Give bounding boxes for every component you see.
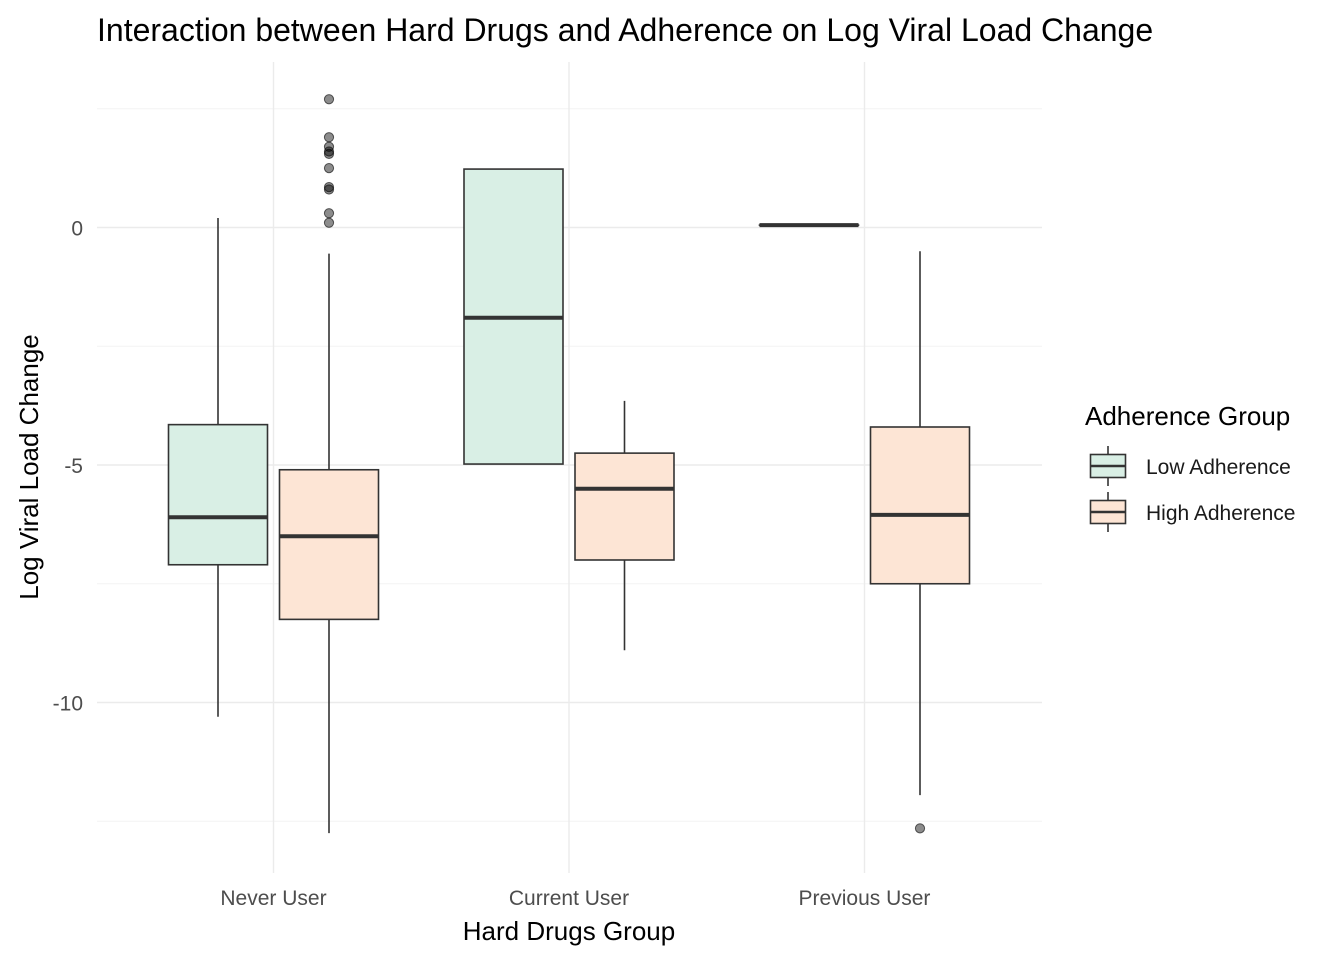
legend-item-low-adherence: Low Adherence xyxy=(1091,446,1291,486)
x-tick-label: Never User xyxy=(220,887,326,910)
chart-title: Interaction between Hard Drugs and Adher… xyxy=(97,12,1153,48)
legend-item-high-adherence: High Adherence xyxy=(1091,492,1296,532)
outlier-point xyxy=(324,185,333,194)
legend: Adherence Group Low Adherence High Adhere… xyxy=(1085,401,1295,532)
box-body xyxy=(871,427,970,584)
outlier-point xyxy=(324,218,333,227)
legend-label: High Adherence xyxy=(1146,502,1295,525)
box-low-adherence-never-user xyxy=(169,218,268,717)
legend-items: Low Adherence High Adherence xyxy=(1091,446,1296,532)
legend-title: Adherence Group xyxy=(1085,401,1290,431)
box-low-adherence-current-user xyxy=(464,169,563,464)
outlier-point xyxy=(324,149,333,158)
outlier-point xyxy=(324,164,333,173)
box-high-adherence-current-user xyxy=(575,401,674,650)
box-high-adherence-previous-user xyxy=(871,251,970,833)
box-body xyxy=(169,425,268,565)
box-high-adherence-never-user xyxy=(280,95,379,833)
outlier-point xyxy=(324,95,333,104)
y-axis-title: Log Viral Load Change xyxy=(14,334,44,600)
y-tick-label: 0 xyxy=(71,218,83,241)
y-tick-label: -5 xyxy=(64,455,83,478)
x-tick-label: Previous User xyxy=(799,887,931,910)
outlier-point xyxy=(915,824,924,833)
y-tick-label: -10 xyxy=(53,693,83,716)
x-tick-label: Current User xyxy=(509,887,629,910)
outlier-point xyxy=(324,133,333,142)
box-body xyxy=(575,453,674,560)
box-body xyxy=(280,470,379,620)
outlier-point xyxy=(324,209,333,218)
y-tick-labels: 0 -5 -10 xyxy=(53,218,83,716)
x-axis-title: Hard Drugs Group xyxy=(463,916,675,946)
x-tick-labels: Never User Current User Previous User xyxy=(220,887,930,910)
legend-label: Low Adherence xyxy=(1146,456,1291,479)
